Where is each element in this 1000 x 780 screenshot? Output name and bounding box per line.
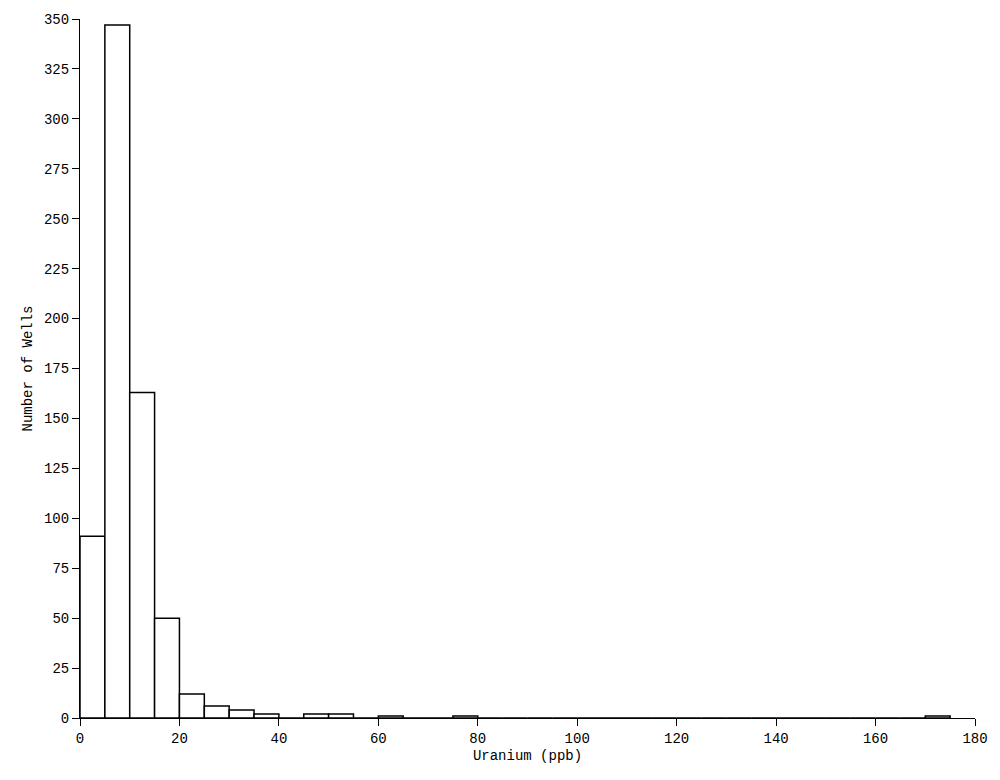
svg-text:225: 225 xyxy=(44,262,69,278)
svg-text:180: 180 xyxy=(962,731,987,747)
svg-text:40: 40 xyxy=(270,731,287,747)
svg-text:Uranium (ppb): Uranium (ppb) xyxy=(473,748,582,764)
svg-text:150: 150 xyxy=(44,411,69,427)
svg-text:175: 175 xyxy=(44,361,69,377)
svg-text:80: 80 xyxy=(469,731,486,747)
svg-text:100: 100 xyxy=(44,511,69,527)
svg-text:20: 20 xyxy=(171,731,188,747)
svg-text:0: 0 xyxy=(76,731,84,747)
svg-text:Number of Wells: Number of Wells xyxy=(20,305,36,431)
svg-text:25: 25 xyxy=(52,661,69,677)
svg-text:50: 50 xyxy=(52,611,69,627)
svg-text:140: 140 xyxy=(764,731,789,747)
svg-text:275: 275 xyxy=(44,162,69,178)
svg-text:300: 300 xyxy=(44,112,69,128)
svg-text:160: 160 xyxy=(863,731,888,747)
svg-text:350: 350 xyxy=(44,12,69,28)
svg-text:60: 60 xyxy=(370,731,387,747)
svg-text:125: 125 xyxy=(44,461,69,477)
svg-text:0: 0 xyxy=(61,711,69,727)
svg-text:120: 120 xyxy=(664,731,689,747)
svg-text:75: 75 xyxy=(52,561,69,577)
svg-text:325: 325 xyxy=(44,62,69,78)
svg-text:250: 250 xyxy=(44,212,69,228)
svg-text:200: 200 xyxy=(44,311,69,327)
svg-text:100: 100 xyxy=(565,731,590,747)
